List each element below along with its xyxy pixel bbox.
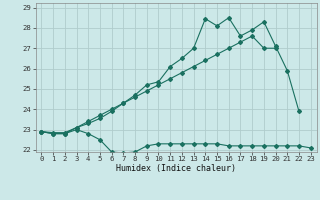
X-axis label: Humidex (Indice chaleur): Humidex (Indice chaleur) — [116, 164, 236, 173]
